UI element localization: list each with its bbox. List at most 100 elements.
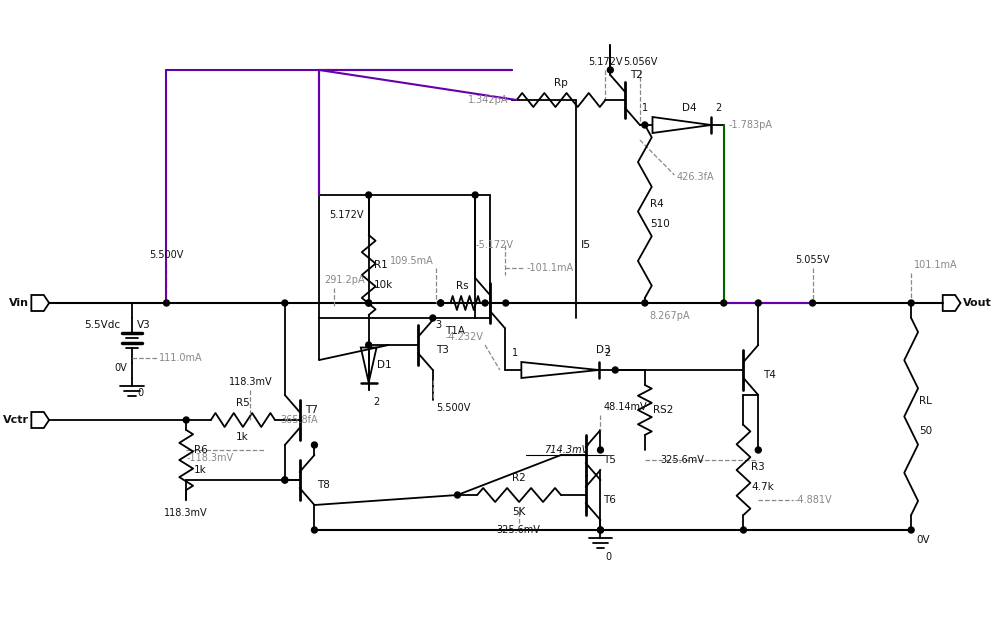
Text: T1A: T1A: [445, 326, 465, 336]
Text: V3: V3: [137, 320, 151, 330]
Text: 118.3mV: 118.3mV: [229, 377, 272, 387]
Text: 0: 0: [605, 552, 612, 562]
Circle shape: [366, 192, 372, 198]
Text: R5: R5: [236, 398, 249, 408]
Circle shape: [503, 300, 509, 306]
Text: 426.3fA: 426.3fA: [676, 172, 714, 182]
Text: Vin: Vin: [9, 298, 29, 308]
Circle shape: [755, 300, 761, 306]
Text: Rp: Rp: [554, 78, 568, 88]
Circle shape: [438, 300, 444, 306]
Text: 2: 2: [374, 397, 380, 407]
Circle shape: [642, 122, 648, 128]
Text: 0V: 0V: [114, 363, 127, 373]
Text: 714.3mV: 714.3mV: [544, 445, 588, 455]
Text: 1.342pA: 1.342pA: [468, 95, 509, 105]
Circle shape: [908, 527, 914, 533]
Circle shape: [164, 300, 169, 306]
Circle shape: [430, 315, 436, 321]
Text: -101.1mA: -101.1mA: [526, 263, 574, 273]
Circle shape: [612, 367, 618, 373]
Text: 109.5mA: 109.5mA: [390, 256, 434, 266]
Text: 5.172V: 5.172V: [329, 210, 364, 220]
Text: 5.055V: 5.055V: [795, 255, 830, 265]
Circle shape: [642, 300, 648, 306]
Text: 50: 50: [919, 426, 932, 436]
Circle shape: [810, 300, 815, 306]
Text: 1: 1: [512, 348, 518, 358]
Text: T8: T8: [317, 480, 330, 490]
Circle shape: [282, 477, 288, 483]
Bar: [319, 195, 490, 318]
Text: T2: T2: [630, 70, 643, 80]
Circle shape: [366, 300, 372, 306]
Text: T6: T6: [603, 495, 616, 505]
Circle shape: [454, 492, 460, 498]
Text: 5.172V: 5.172V: [588, 57, 623, 67]
Circle shape: [366, 300, 372, 306]
Circle shape: [472, 192, 478, 198]
Text: 510: 510: [650, 219, 670, 229]
Text: 4.7k: 4.7k: [751, 482, 774, 492]
Text: 48.14mV: 48.14mV: [603, 402, 647, 412]
Text: 0: 0: [137, 388, 143, 398]
Text: D3: D3: [596, 345, 610, 355]
Text: 5.500V: 5.500V: [436, 403, 470, 413]
Text: -4.881V: -4.881V: [795, 495, 832, 505]
Text: R2: R2: [512, 473, 525, 483]
Text: T3: T3: [436, 345, 449, 355]
Circle shape: [721, 300, 727, 306]
Text: 111.0mA: 111.0mA: [159, 353, 202, 363]
Circle shape: [908, 300, 914, 306]
Text: I5: I5: [581, 240, 591, 250]
Text: -118.3mV: -118.3mV: [186, 453, 233, 463]
Text: T4: T4: [763, 370, 776, 380]
Circle shape: [366, 342, 372, 348]
Circle shape: [755, 447, 761, 453]
Text: -4.232V: -4.232V: [445, 332, 483, 342]
Text: 365.8fA: 365.8fA: [280, 415, 318, 425]
Text: T7: T7: [305, 405, 317, 415]
Text: R3: R3: [751, 462, 765, 472]
Circle shape: [311, 442, 317, 448]
Circle shape: [598, 527, 603, 533]
Text: 118.3mV: 118.3mV: [164, 508, 208, 518]
Text: T5: T5: [603, 455, 616, 465]
Text: Vctr: Vctr: [3, 415, 29, 425]
Text: 325.6mV: 325.6mV: [660, 455, 704, 465]
Text: Vout: Vout: [963, 298, 992, 308]
Circle shape: [183, 417, 189, 423]
Text: 2: 2: [716, 103, 722, 113]
Text: -5.172V: -5.172V: [475, 240, 513, 250]
Circle shape: [598, 447, 603, 453]
Circle shape: [482, 300, 488, 306]
Text: 10k: 10k: [374, 280, 393, 290]
Text: 325.6mV: 325.6mV: [497, 525, 541, 535]
Text: 1: 1: [642, 103, 648, 113]
Text: RL: RL: [919, 396, 932, 406]
Text: R1: R1: [374, 260, 387, 270]
Text: 0V: 0V: [916, 535, 930, 545]
Text: 1k: 1k: [236, 432, 249, 442]
Text: 5.056V: 5.056V: [623, 57, 657, 67]
Text: R4: R4: [650, 199, 664, 209]
Circle shape: [607, 67, 613, 73]
Circle shape: [282, 477, 288, 483]
Text: D1: D1: [377, 360, 391, 370]
Text: 5.500V: 5.500V: [149, 250, 184, 260]
Text: 1k: 1k: [194, 465, 207, 475]
Text: Rs: Rs: [456, 281, 469, 291]
Text: 8.267pA: 8.267pA: [650, 311, 690, 321]
Circle shape: [438, 300, 444, 306]
Circle shape: [311, 527, 317, 533]
Text: D4: D4: [682, 103, 697, 113]
Circle shape: [282, 300, 288, 306]
Text: 101.1mA: 101.1mA: [914, 260, 958, 270]
Text: 291.2pA: 291.2pA: [324, 275, 365, 285]
Circle shape: [598, 527, 603, 533]
Text: RS2: RS2: [653, 405, 673, 415]
Text: 2: 2: [604, 348, 610, 358]
Circle shape: [741, 527, 746, 533]
Text: -1.783pA: -1.783pA: [729, 120, 773, 130]
Text: 3: 3: [436, 320, 442, 330]
